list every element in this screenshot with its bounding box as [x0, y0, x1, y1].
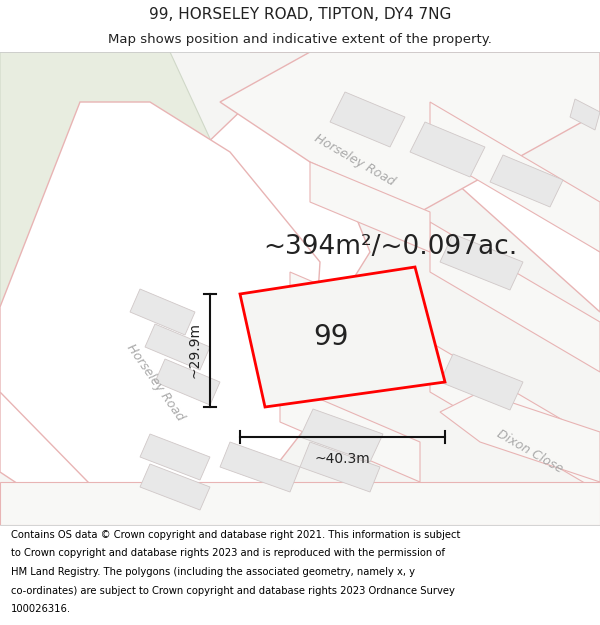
Text: 99, HORSELEY ROAD, TIPTON, DY4 7NG: 99, HORSELEY ROAD, TIPTON, DY4 7NG: [149, 7, 451, 22]
Text: HM Land Registry. The polygons (including the associated geometry, namely x, y: HM Land Registry. The polygons (includin…: [11, 567, 415, 577]
Polygon shape: [430, 342, 600, 492]
Polygon shape: [0, 482, 600, 525]
Polygon shape: [310, 162, 430, 252]
Text: 100026316.: 100026316.: [11, 604, 71, 614]
Polygon shape: [0, 102, 370, 525]
Polygon shape: [220, 442, 300, 492]
Polygon shape: [330, 92, 405, 147]
Polygon shape: [280, 382, 420, 482]
Polygon shape: [430, 102, 600, 252]
Polygon shape: [140, 434, 210, 480]
Polygon shape: [440, 234, 523, 290]
Text: ~394m²/~0.097ac.: ~394m²/~0.097ac.: [263, 234, 517, 260]
Text: ~29.9m: ~29.9m: [188, 322, 202, 379]
Polygon shape: [220, 52, 600, 212]
Polygon shape: [240, 267, 445, 407]
Polygon shape: [140, 464, 210, 510]
Polygon shape: [440, 354, 523, 410]
Text: 99: 99: [314, 324, 349, 351]
Polygon shape: [145, 324, 210, 370]
Text: Horseley Road: Horseley Road: [124, 341, 187, 423]
Text: Contains OS data © Crown copyright and database right 2021. This information is : Contains OS data © Crown copyright and d…: [11, 530, 460, 540]
Polygon shape: [250, 52, 600, 312]
Text: ~40.3m: ~40.3m: [314, 452, 370, 466]
Text: Horseley Road: Horseley Road: [313, 132, 398, 188]
Polygon shape: [300, 409, 383, 462]
Polygon shape: [570, 99, 600, 130]
Polygon shape: [440, 392, 600, 482]
Text: co-ordinates) are subject to Crown copyright and database rights 2023 Ordnance S: co-ordinates) are subject to Crown copyr…: [11, 586, 455, 596]
Text: to Crown copyright and database rights 2023 and is reproduced with the permissio: to Crown copyright and database rights 2…: [11, 549, 445, 559]
Polygon shape: [490, 155, 563, 207]
Polygon shape: [290, 272, 430, 372]
Polygon shape: [0, 102, 320, 525]
Polygon shape: [430, 222, 600, 372]
Text: Dixon Close: Dixon Close: [494, 428, 565, 476]
Polygon shape: [300, 442, 380, 492]
Polygon shape: [155, 359, 220, 405]
Text: Map shows position and indicative extent of the property.: Map shows position and indicative extent…: [108, 32, 492, 46]
Polygon shape: [130, 289, 195, 335]
Polygon shape: [410, 122, 485, 177]
Polygon shape: [0, 52, 230, 362]
